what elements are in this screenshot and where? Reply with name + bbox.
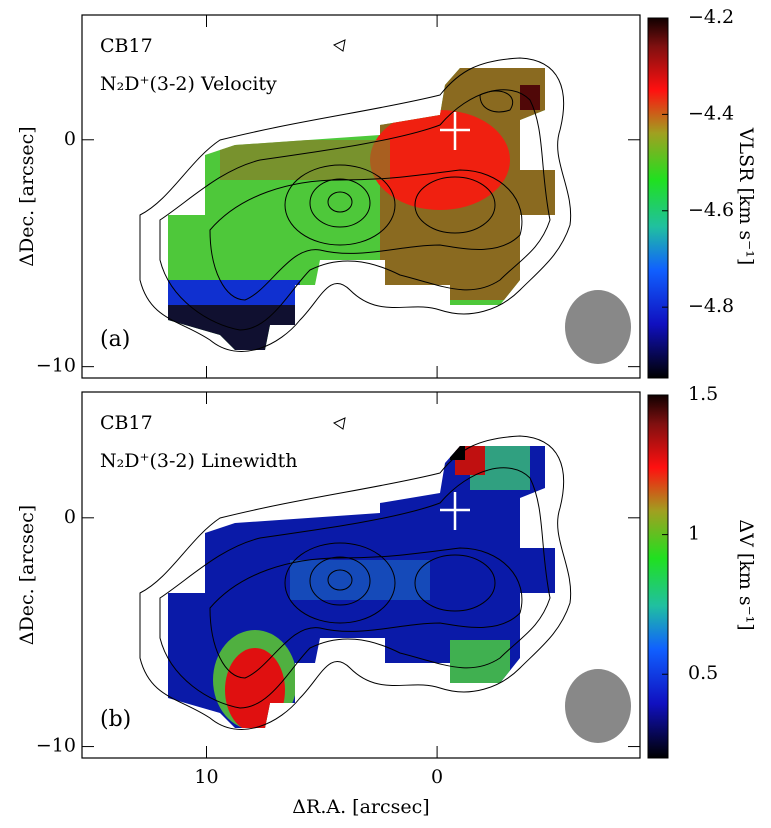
- crosses: [440, 112, 470, 530]
- y-axis-label: ΔDec. [arcsec]: [16, 505, 38, 645]
- contours: [139, 39, 572, 730]
- map-title: CB17: [100, 35, 153, 57]
- map-subtitle: N₂D⁺(3-2) Linewidth: [100, 450, 298, 472]
- y-tick-label: 0: [64, 506, 76, 528]
- velocity-map: [168, 68, 555, 350]
- plot-frame: [81, 391, 641, 759]
- colorbar-tick-label: −4.4: [688, 102, 734, 124]
- x-axis-label: ΔR.A. [arcsec]: [292, 796, 429, 818]
- colorbar-tick-label: 1: [688, 523, 700, 545]
- beam: [565, 669, 631, 743]
- y-tick-label: −10: [36, 355, 76, 377]
- linewidth-map: [168, 446, 555, 728]
- colorbar-tick-label: −4.6: [688, 199, 734, 221]
- map-title: CB17: [100, 412, 153, 434]
- panel-label: (b): [100, 707, 131, 732]
- y-tick-label: −10: [36, 735, 76, 757]
- beam: [565, 290, 631, 364]
- colorbar: [647, 17, 669, 379]
- colorbar-tick-label: 1.5: [688, 383, 718, 405]
- plot-frame: [81, 14, 641, 379]
- colorbar-tick-label: −4.2: [688, 6, 734, 28]
- x-tick-label: 0: [431, 766, 443, 788]
- colorbar-label: VLSR [km s⁻¹]: [735, 127, 757, 266]
- colorbar-tick-label: 0.5: [688, 662, 718, 684]
- colorbar-label: ΔV [km s⁻¹]: [735, 519, 757, 630]
- map-subtitle: N₂D⁺(3-2) Velocity: [100, 73, 277, 95]
- y-tick-label: 0: [64, 128, 76, 150]
- panel-label: (a): [100, 327, 130, 352]
- x-tick-label: 10: [194, 766, 218, 788]
- colorbar: [647, 394, 669, 759]
- y-axis-label: ΔDec. [arcsec]: [16, 126, 38, 266]
- colorbar-tick-label: −4.8: [688, 295, 734, 317]
